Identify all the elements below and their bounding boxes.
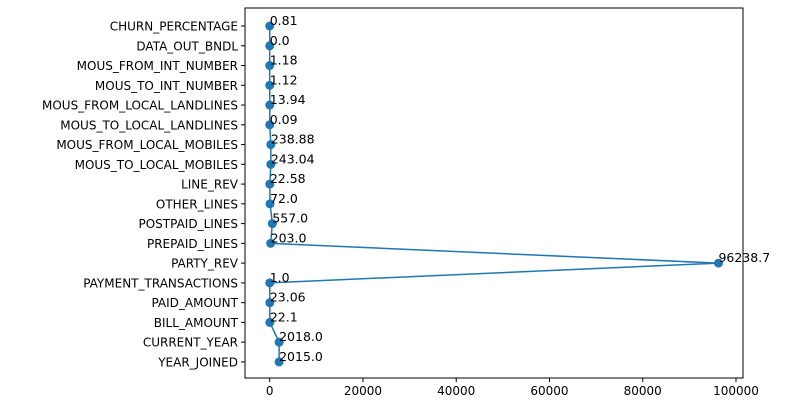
data-label: 2018.0 bbox=[279, 329, 323, 344]
data-label: 72.0 bbox=[270, 191, 298, 206]
data-point bbox=[265, 278, 275, 288]
data-label: 0.81 bbox=[270, 13, 298, 28]
series-line bbox=[268, 25, 720, 362]
data-point bbox=[265, 179, 275, 189]
data-point bbox=[265, 41, 275, 51]
y-tick-label: MOUS_FROM_LOCAL_LANDLINES bbox=[42, 99, 238, 113]
data-point bbox=[265, 61, 275, 71]
data-label: 1.18 bbox=[270, 53, 298, 68]
y-tick-label: MOUS_TO_INT_NUMBER bbox=[95, 79, 238, 93]
y-tick-label: PAYMENT_TRANSACTIONS bbox=[83, 276, 238, 290]
x-tick-label: 20000 bbox=[344, 384, 382, 398]
plot-frame bbox=[244, 7, 744, 379]
data-label: 243.04 bbox=[271, 151, 315, 166]
axes: 0 20000 40000 60000 80000 100000 CHURN_PERCENT… bbox=[42, 20, 759, 399]
y-tick-label: DATA_OUT_BNDL bbox=[136, 39, 238, 53]
data-point bbox=[274, 357, 284, 367]
y-tick-label: PREPAID_LINES bbox=[147, 237, 238, 251]
x-tick-label: 0 bbox=[266, 384, 274, 398]
y-tick-label: PAID_AMOUNT bbox=[151, 296, 238, 310]
data-label: 1.0 bbox=[270, 270, 290, 285]
data-label: 22.58 bbox=[270, 171, 306, 186]
y-tick-label: OTHER_LINES bbox=[156, 197, 238, 211]
data-point bbox=[265, 120, 275, 130]
y-tick-label: LINE_REV bbox=[181, 178, 239, 192]
data-point bbox=[713, 258, 723, 268]
y-tick-label: YEAR_JOINED bbox=[157, 355, 238, 369]
x-tick-label: 60000 bbox=[530, 384, 568, 398]
data-point bbox=[265, 317, 275, 327]
data-label: 23.06 bbox=[270, 290, 306, 305]
data-point bbox=[265, 298, 275, 308]
y-tick-label: MOUS_TO_LOCAL_MOBILES bbox=[75, 158, 238, 172]
data-point bbox=[266, 238, 276, 248]
data-label: 0.09 bbox=[270, 112, 298, 127]
data-label: 22.1 bbox=[270, 309, 298, 324]
x-tick-label: 80000 bbox=[624, 384, 662, 398]
series bbox=[265, 21, 723, 367]
data-point bbox=[266, 140, 276, 150]
data-label: 13.94 bbox=[270, 92, 306, 107]
data-point bbox=[265, 80, 275, 90]
y-tick-label: MOUS_TO_LOCAL_LANDLINES bbox=[60, 118, 238, 132]
y-tick-label: CHURN_PERCENTAGE bbox=[110, 20, 238, 34]
data-label: 0.0 bbox=[270, 33, 290, 48]
data-point bbox=[267, 219, 277, 229]
x-tick-label: 40000 bbox=[437, 384, 475, 398]
data-label: 2015.0 bbox=[279, 349, 323, 364]
data-point bbox=[265, 100, 275, 110]
y-tick-label: POSTPAID_LINES bbox=[139, 217, 239, 231]
data-label: 96238.7 bbox=[718, 250, 770, 265]
data-point bbox=[265, 199, 275, 209]
data-point bbox=[265, 21, 275, 31]
y-tick-label: MOUS_FROM_LOCAL_MOBILES bbox=[56, 138, 238, 152]
data-label: 238.88 bbox=[271, 132, 315, 147]
plot-area bbox=[244, 7, 744, 379]
data-point bbox=[274, 337, 284, 347]
data-label: 203.0 bbox=[271, 230, 307, 245]
y-tick-label: MOUS_FROM_INT_NUMBER bbox=[77, 59, 238, 73]
y-tick-label: BILL_AMOUNT bbox=[154, 316, 239, 330]
y-tick-label: CURRENT_YEAR bbox=[143, 336, 238, 350]
data-point bbox=[266, 159, 276, 169]
data-label: 557.0 bbox=[272, 211, 308, 226]
x-tick-label: 100000 bbox=[713, 384, 759, 398]
y-tick-label: PARTY_REV bbox=[171, 257, 239, 271]
data-labels: 0.81 0.0 1.18 1.12 13.94 0.09 238.88 243.04 22.5… bbox=[270, 13, 770, 364]
data-label: 1.12 bbox=[270, 72, 298, 87]
